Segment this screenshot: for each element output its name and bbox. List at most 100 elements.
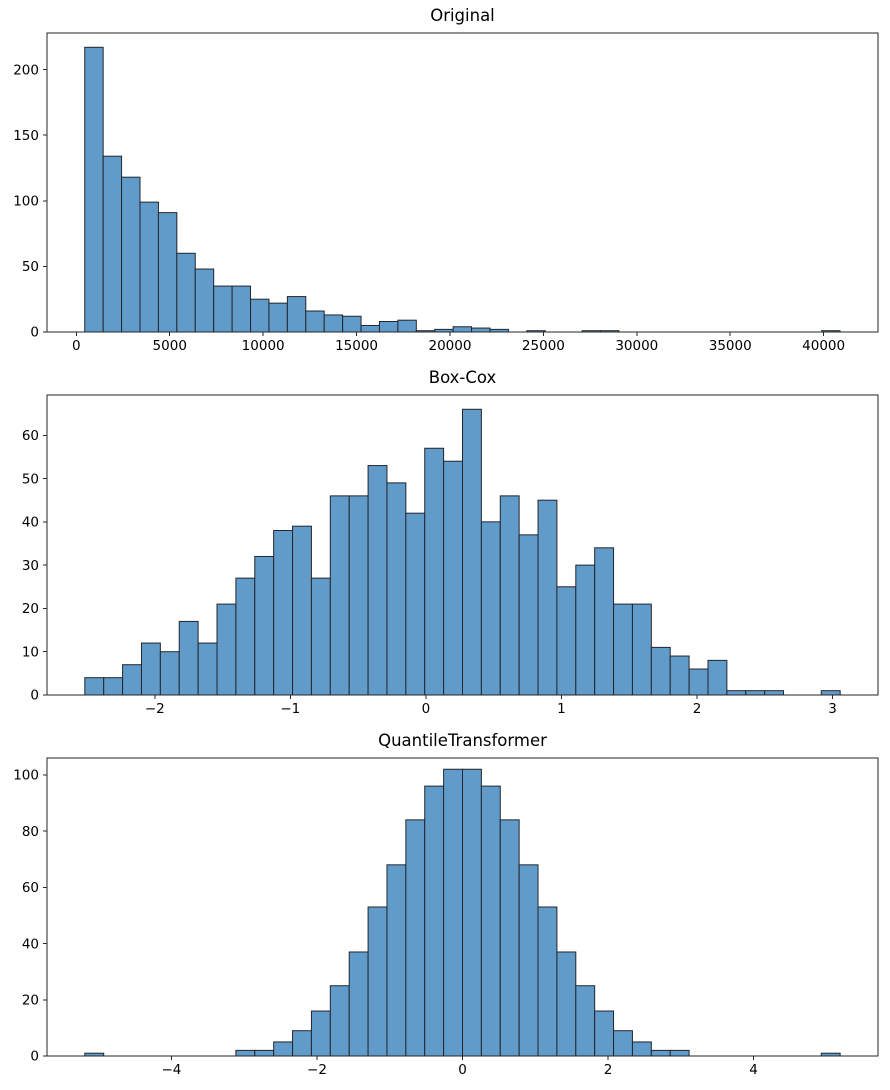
histogram-bar bbox=[462, 768, 482, 1057]
x-tick-label: 0 bbox=[458, 1062, 467, 1078]
histogram-bar bbox=[424, 447, 445, 696]
histogram-bar bbox=[157, 212, 178, 333]
histogram-bar bbox=[197, 642, 218, 696]
x-tick-label: 3 bbox=[828, 701, 837, 717]
histogram-bar bbox=[480, 785, 501, 1057]
histogram-bar bbox=[764, 690, 785, 696]
histogram-bar bbox=[386, 864, 407, 1057]
y-tick-label: 0 bbox=[30, 1049, 39, 1065]
x-tick-label: −2 bbox=[307, 1062, 327, 1078]
y-tick-label: 10 bbox=[22, 644, 39, 660]
histogram-bar bbox=[139, 201, 159, 333]
y-tick-label: 20 bbox=[22, 992, 39, 1008]
histogram-bar bbox=[213, 285, 233, 333]
histogram-bar bbox=[310, 1010, 331, 1057]
histogram-bar bbox=[292, 1030, 312, 1057]
histogram-bar bbox=[424, 785, 445, 1057]
histogram-bar bbox=[650, 646, 671, 696]
histogram-bar bbox=[194, 268, 215, 333]
histogram-bar bbox=[310, 577, 331, 696]
histogram-bar bbox=[268, 302, 288, 333]
histogram-bar bbox=[273, 530, 294, 696]
histogram-bar bbox=[443, 460, 463, 696]
chart-title-quantile-transformer: QuantileTransformer bbox=[378, 731, 547, 750]
histogram-bar bbox=[342, 315, 362, 333]
chart-title-box-cox: Box-Cox bbox=[428, 368, 497, 387]
histogram-bar bbox=[292, 525, 312, 696]
histogram-bar bbox=[84, 677, 105, 696]
histogram-bar bbox=[556, 586, 577, 696]
histogram-bar bbox=[235, 1049, 256, 1057]
histogram-bar bbox=[235, 577, 256, 696]
x-tick-label: 2 bbox=[693, 701, 702, 717]
histogram-bar bbox=[178, 620, 199, 696]
histogram-bar bbox=[254, 555, 275, 696]
histogram-bar bbox=[102, 155, 123, 333]
plot-border bbox=[46, 394, 879, 696]
histogram-bar bbox=[405, 819, 426, 1057]
histogram-bar bbox=[140, 642, 161, 696]
histogram-bar bbox=[121, 176, 141, 333]
histogram-bar bbox=[216, 603, 237, 696]
x-tick-label: 20000 bbox=[429, 338, 472, 354]
histogram-bar bbox=[348, 495, 369, 696]
histogram-bar bbox=[122, 664, 142, 696]
y-tick-label: 20 bbox=[22, 601, 39, 617]
histogram-bar bbox=[250, 298, 270, 333]
histogram-bar bbox=[575, 564, 596, 696]
histogram-bar bbox=[650, 1049, 671, 1057]
histogram-bar bbox=[443, 768, 463, 1057]
x-tick-label: 5000 bbox=[153, 338, 187, 354]
y-tick-label: 150 bbox=[13, 128, 39, 144]
histogram-bar bbox=[631, 1041, 652, 1057]
histogram-bar bbox=[669, 1049, 690, 1057]
x-tick-label: −2 bbox=[145, 701, 165, 717]
x-tick-label: 0 bbox=[422, 701, 431, 717]
histogram-bar bbox=[613, 603, 633, 696]
histogram-bar bbox=[499, 819, 520, 1057]
y-tick-label: 100 bbox=[13, 194, 39, 210]
histogram-bar bbox=[367, 465, 388, 696]
y-tick-label: 50 bbox=[22, 259, 39, 275]
histogram-bar bbox=[518, 864, 539, 1057]
x-tick-label: 10000 bbox=[242, 338, 285, 354]
histogram-bar bbox=[378, 321, 399, 333]
x-tick-label: 25000 bbox=[522, 338, 565, 354]
y-tick-label: 50 bbox=[22, 471, 39, 487]
y-tick-label: 0 bbox=[30, 688, 39, 704]
histogram-bar bbox=[613, 1030, 633, 1057]
histogram-bar bbox=[631, 603, 652, 696]
histogram-bar bbox=[537, 499, 558, 696]
histogram-bar bbox=[480, 521, 501, 696]
y-tick-label: 40 bbox=[22, 515, 39, 531]
histogram-bar bbox=[518, 534, 539, 696]
histogram-bar bbox=[462, 408, 482, 696]
y-tick-label: 0 bbox=[30, 325, 39, 341]
x-tick-label: −1 bbox=[280, 701, 300, 717]
histogram-bar bbox=[499, 495, 520, 696]
x-tick-label: 0 bbox=[72, 338, 81, 354]
histogram-bar bbox=[707, 659, 728, 696]
histogram-bar bbox=[397, 319, 417, 333]
histogram-bar bbox=[254, 1049, 275, 1057]
histogram-bar bbox=[594, 547, 615, 696]
chart-title-original: Original bbox=[430, 6, 495, 25]
histogram-bar bbox=[367, 906, 388, 1057]
histogram-bar bbox=[103, 677, 124, 696]
y-tick-label: 60 bbox=[22, 880, 39, 896]
x-tick-label: 35000 bbox=[709, 338, 752, 354]
histogram-bar bbox=[231, 285, 252, 333]
y-tick-label: 100 bbox=[13, 768, 39, 784]
x-tick-label: 1 bbox=[557, 701, 566, 717]
histogram-bar bbox=[537, 906, 558, 1057]
y-tick-label: 200 bbox=[13, 62, 39, 78]
histogram-bar bbox=[688, 668, 709, 696]
y-tick-label: 80 bbox=[22, 824, 39, 840]
x-tick-label: −4 bbox=[161, 1062, 181, 1078]
histogram-bar bbox=[452, 326, 473, 333]
histogram-bar bbox=[669, 655, 690, 696]
